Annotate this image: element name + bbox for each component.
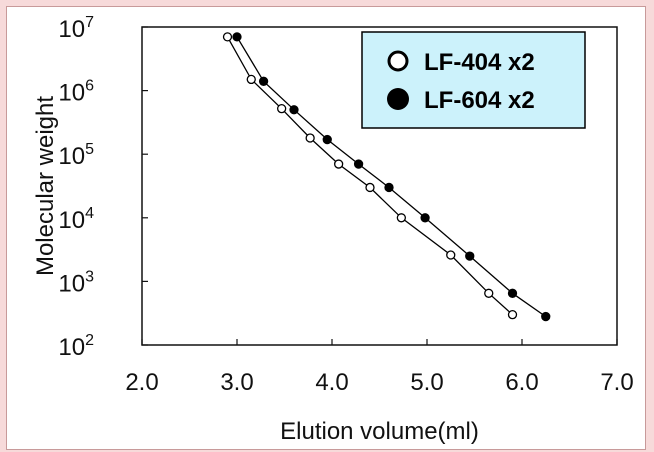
- y-tick-exponent: 2: [85, 332, 94, 349]
- x-tick-labels: 2.0 3.0 4.0 5.0 6.0 7.0: [125, 369, 633, 396]
- y-tick-label: 102: [58, 332, 94, 361]
- data-point-open: [222, 32, 233, 42]
- y-tick-exponent: 6: [85, 78, 94, 95]
- legend-box: [361, 31, 586, 129]
- legend-marker-open: [387, 50, 409, 72]
- x-tick-label: 7.0: [600, 369, 633, 396]
- x-axis-title: Elution volume(ml): [280, 418, 479, 445]
- data-point-open: [446, 250, 456, 260]
- data-point-open: [305, 133, 315, 143]
- y-tick-base: 10: [58, 16, 85, 43]
- chart-frame: 2.0 3.0 4.0 5.0 6.0 7.0 102 103 104 105 106 107 El…: [6, 6, 646, 450]
- legend-marker-filled: [387, 88, 409, 110]
- y-tick-exponent: 4: [85, 205, 94, 222]
- data-point-open: [246, 74, 256, 85]
- data-point-open: [333, 159, 344, 169]
- data-point-filled: [289, 105, 299, 115]
- legend: LF-404 x2 LF-604 x2: [361, 31, 586, 129]
- x-tick-label: 5.0: [410, 369, 443, 396]
- series-line-0: [226, 36, 513, 316]
- data-point-open: [507, 310, 518, 320]
- series-line-1: [236, 36, 547, 318]
- legend-label-lf604: LF-604 x2: [424, 87, 535, 114]
- data-point-filled: [384, 182, 394, 193]
- data-point-open: [365, 182, 375, 193]
- data-point-filled: [322, 134, 332, 145]
- y-tick-base: 10: [58, 207, 85, 234]
- data-point-filled: [420, 213, 430, 223]
- axis-ticks: [141, 26, 618, 346]
- y-tick-exponent: 3: [85, 268, 94, 285]
- series-layer: [222, 32, 551, 322]
- data-point-open: [484, 288, 494, 298]
- data-point-filled: [258, 76, 269, 86]
- data-point-filled: [507, 288, 518, 298]
- y-tick-base: 10: [58, 143, 85, 170]
- y-tick-base: 10: [58, 270, 85, 297]
- y-tick-label: 106: [58, 78, 94, 107]
- data-point-filled: [353, 159, 364, 169]
- data-point-open: [276, 104, 287, 114]
- y-tick-label: 107: [58, 14, 94, 43]
- x-tick-label: 3.0: [220, 369, 253, 396]
- data-point-filled: [232, 32, 242, 42]
- x-tick-label: 2.0: [125, 369, 158, 396]
- y-axis-title: Molecular weight: [32, 96, 59, 276]
- y-tick-exponent: 5: [85, 141, 94, 158]
- y-tick-base: 10: [58, 80, 85, 107]
- legend-label-lf404: LF-404 x2: [424, 49, 535, 76]
- y-tick-label: 104: [58, 205, 94, 234]
- data-point-filled: [541, 311, 551, 322]
- data-point-open: [396, 213, 407, 223]
- x-tick-label: 4.0: [315, 369, 348, 396]
- y-tick-base: 10: [58, 334, 85, 361]
- x-tick-label: 6.0: [505, 369, 538, 396]
- y-tick-label: 103: [58, 268, 94, 297]
- y-tick-label: 105: [58, 141, 94, 170]
- data-point-filled: [465, 251, 475, 261]
- y-tick-exponent: 7: [85, 14, 94, 31]
